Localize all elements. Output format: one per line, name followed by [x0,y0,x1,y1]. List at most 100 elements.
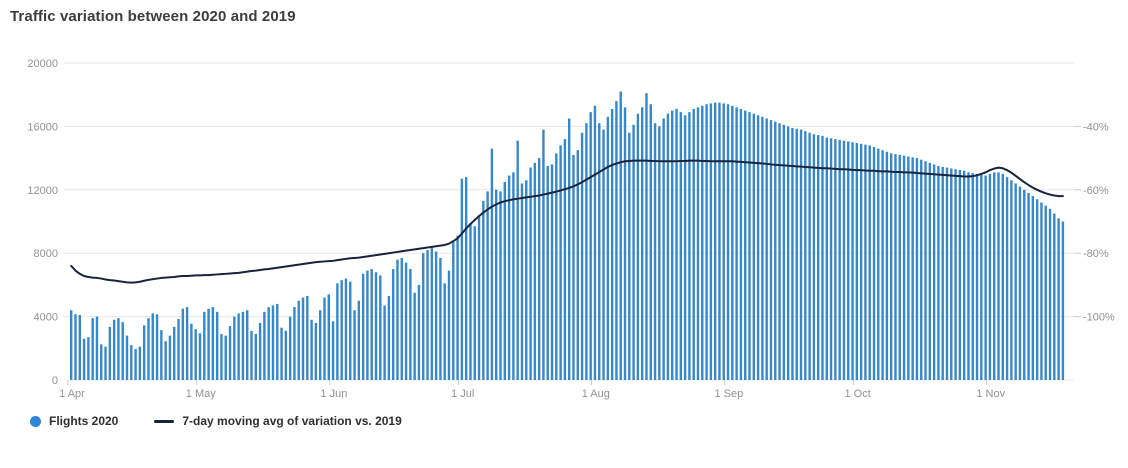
bar[interactable] [417,284,421,380]
bar[interactable] [160,330,163,380]
bar[interactable] [353,310,356,380]
bar[interactable] [361,273,365,380]
bar[interactable] [366,270,369,380]
bar[interactable] [409,269,412,380]
bar[interactable] [194,329,197,380]
bar[interactable] [177,318,180,380]
bar[interactable] [288,316,292,380]
bar[interactable] [606,116,610,380]
bar[interactable] [705,104,708,381]
bar[interactable] [323,297,326,380]
bar[interactable] [460,178,464,380]
bar[interactable] [542,129,545,380]
bar[interactable] [881,150,884,380]
bar[interactable] [1040,202,1043,380]
bar[interactable] [709,103,713,381]
bar[interactable] [619,91,622,380]
bar[interactable] [400,257,403,380]
bar[interactable] [280,327,283,380]
bar[interactable] [404,262,408,380]
bar[interactable] [889,153,893,380]
bar[interactable] [499,191,502,380]
bar[interactable] [142,325,146,380]
bar[interactable] [962,170,966,380]
bar[interactable] [902,155,906,380]
bar[interactable] [104,346,107,380]
bar[interactable] [211,307,215,380]
bar[interactable] [872,147,876,380]
bar[interactable] [237,313,240,380]
bar[interactable] [744,110,747,381]
bar[interactable] [198,333,202,380]
bar[interactable] [576,150,579,380]
bar[interactable] [808,132,811,380]
bar[interactable] [984,175,987,380]
bar[interactable] [907,156,910,380]
bar[interactable] [529,167,532,380]
chart-plot[interactable]: 0 4000 8000 12000 16000 20000 -40% -60% -80% -100… [0,41,1128,407]
bar[interactable] [701,105,704,381]
bar[interactable] [164,341,167,380]
bar[interactable] [615,101,618,380]
bar[interactable] [585,123,588,380]
bar[interactable] [786,126,790,381]
bar[interactable] [349,281,352,380]
bar[interactable] [447,270,451,380]
bar[interactable] [228,326,232,380]
bar[interactable] [722,103,725,381]
bar[interactable] [1035,199,1039,380]
bar[interactable] [1023,189,1026,380]
bar[interactable] [817,135,820,380]
bar[interactable] [151,313,154,380]
bar[interactable] [340,280,343,380]
bar[interactable] [945,167,949,380]
bar[interactable] [1010,180,1013,380]
bar[interactable] [503,181,506,381]
bar[interactable] [271,305,275,381]
bar[interactable] [314,322,318,380]
bar[interactable] [804,131,807,380]
bar[interactable] [130,345,133,380]
bar[interactable] [276,303,279,380]
bar[interactable] [434,251,438,380]
bar[interactable] [993,172,996,380]
bar[interactable] [555,153,558,380]
bar[interactable] [967,172,970,380]
bar[interactable] [490,148,494,380]
bar[interactable] [1001,173,1004,380]
bar[interactable] [95,316,99,380]
bar[interactable] [439,257,442,380]
bar[interactable] [658,126,661,381]
bar[interactable] [864,144,867,380]
bar[interactable] [568,118,571,380]
bar[interactable] [563,139,567,380]
bar[interactable] [636,113,640,380]
bar[interactable] [855,143,859,380]
bar[interactable] [572,154,575,380]
bar[interactable] [851,142,854,380]
bar[interactable] [533,162,537,380]
bar[interactable] [774,121,777,381]
bar[interactable] [713,102,717,381]
bar[interactable] [327,294,330,380]
bar[interactable] [1018,186,1022,380]
bar[interactable] [756,115,760,380]
bar[interactable] [898,154,901,380]
bar[interactable] [683,115,687,380]
bar[interactable] [254,334,257,380]
bar[interactable] [726,104,730,381]
bar[interactable] [653,123,657,380]
bar[interactable] [932,164,936,380]
bar[interactable] [666,113,670,380]
bar[interactable] [885,151,889,380]
bar[interactable] [215,311,219,380]
bar[interactable] [87,337,90,380]
bar[interactable] [456,235,459,380]
bar[interactable] [91,318,94,380]
bar[interactable] [100,344,103,380]
bar[interactable] [550,164,554,380]
bar[interactable] [473,226,476,380]
bar[interactable] [838,139,841,380]
bar[interactable] [1057,218,1060,380]
bar[interactable] [868,145,871,380]
